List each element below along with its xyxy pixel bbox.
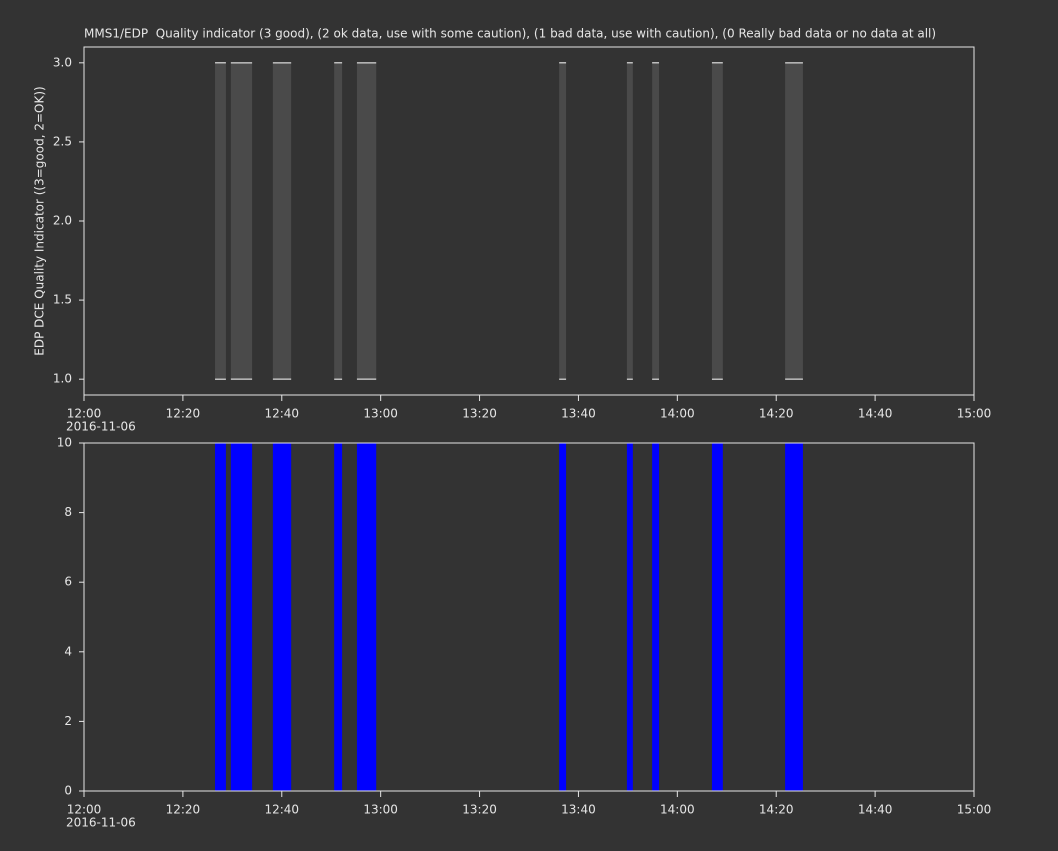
interval xyxy=(356,62,377,380)
y-tick-label: 1.5 xyxy=(53,293,72,307)
x-tick-label: 14:00 xyxy=(660,803,695,817)
x-tick-label: 14:20 xyxy=(759,803,794,817)
bar xyxy=(785,443,803,791)
y-tick-label: 2 xyxy=(64,714,72,728)
x-tick-label: 15:00 xyxy=(957,407,992,421)
interval xyxy=(785,62,803,380)
x-tick-label: 13:20 xyxy=(462,803,497,817)
interval xyxy=(334,62,343,380)
bar xyxy=(356,443,377,791)
x-tick-label: 15:00 xyxy=(957,803,992,817)
interval xyxy=(652,62,660,380)
date-label: 2016-11-06 xyxy=(66,420,136,434)
x-tick-label: 13:20 xyxy=(462,407,497,421)
x-tick-label: 14:00 xyxy=(660,407,695,421)
y-tick-label: 4 xyxy=(64,644,72,658)
bar xyxy=(652,443,660,791)
x-tick-label: 14:40 xyxy=(858,407,893,421)
interval xyxy=(559,62,567,380)
y-tick-label: 3.0 xyxy=(53,55,72,69)
interval xyxy=(230,62,253,380)
bar xyxy=(334,443,343,791)
plot-frame xyxy=(83,442,975,792)
x-tick-label: 13:40 xyxy=(561,803,596,817)
chart-title: MMS1/EDP Quality indicator (3 good), (2 … xyxy=(84,27,936,41)
bar xyxy=(272,443,292,791)
y-tick-label: 1.0 xyxy=(53,372,72,386)
y-tick-label: 8 xyxy=(64,505,72,519)
y-axis-label: EDP DCE Quality Indicator ((3=good, 2=OK… xyxy=(33,86,47,355)
bar xyxy=(559,443,567,791)
y-tick-label: 10 xyxy=(57,436,72,450)
bar xyxy=(626,443,633,791)
plot-frame xyxy=(83,46,975,396)
x-tick-label: 13:40 xyxy=(561,407,596,421)
x-tick-label: 12:40 xyxy=(264,803,299,817)
y-tick-label: 6 xyxy=(64,575,72,589)
x-tick-label: 12:00 xyxy=(67,407,102,421)
interval xyxy=(215,62,226,380)
x-tick-label: 12:20 xyxy=(166,803,201,817)
y-tick-label: 2.0 xyxy=(53,214,72,228)
interval xyxy=(272,62,292,380)
bar xyxy=(230,443,253,791)
x-tick-label: 14:20 xyxy=(759,407,794,421)
y-tick-label: 0 xyxy=(64,784,72,798)
x-tick-label: 12:00 xyxy=(67,803,102,817)
bar xyxy=(215,443,226,791)
interval xyxy=(711,62,723,380)
x-tick-label: 13:00 xyxy=(363,803,398,817)
y-tick-label: 2.5 xyxy=(53,134,72,148)
x-tick-label: 12:20 xyxy=(166,407,201,421)
x-tick-label: 14:40 xyxy=(858,803,893,817)
bar xyxy=(711,443,723,791)
x-tick-label: 12:40 xyxy=(264,407,299,421)
interval xyxy=(626,62,633,380)
date-label: 2016-11-06 xyxy=(66,816,136,830)
x-tick-label: 13:00 xyxy=(363,407,398,421)
